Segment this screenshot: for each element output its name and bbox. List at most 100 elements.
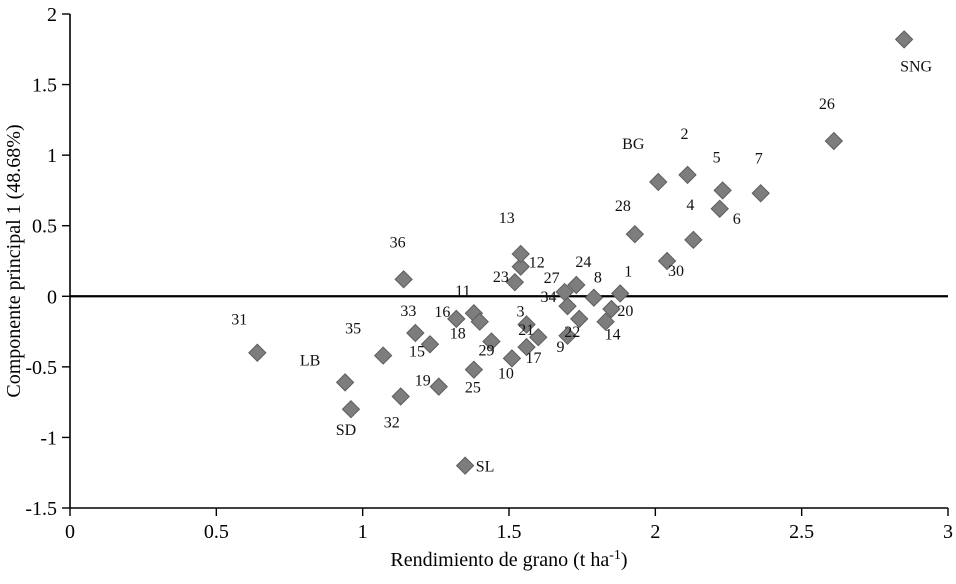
x-axis-tick-label: 0.5 [204,521,229,543]
data-point-label: 21 [518,322,534,339]
data-point-label: 24 [575,254,591,271]
y-axis-tick-label: 1 [47,145,57,167]
y-axis-tick-label: 0.5 [32,216,57,238]
data-point-marker [596,312,615,331]
data-point-label: 17 [526,350,542,367]
data-point-marker [373,346,393,365]
data-point-marker [649,172,668,192]
data-point-label: 36 [390,234,406,251]
data-point-marker [248,343,267,362]
y-axis-tick-label: 0 [47,286,57,308]
data-point-marker [341,399,361,419]
x-axis-title-close: ) [621,549,628,571]
data-point-marker [684,230,703,250]
data-point-marker [391,387,410,406]
data-point-marker [455,456,475,475]
data-point-marker [611,284,630,303]
data-point-label: 28 [615,198,631,215]
data-point-marker [406,323,425,343]
data-point-label: 20 [617,303,633,320]
data-point-label: 1 [624,263,632,280]
data-point-label: 13 [499,210,515,227]
data-point-label: 12 [529,255,545,272]
x-axis-title-main: Rendimiento de grano (t ha [390,549,609,571]
data-point-label: 27 [544,270,560,287]
data-point-marker [751,184,770,203]
x-axis-tick-label: 2.5 [789,521,814,543]
y-axis-tick-label: -1 [40,427,57,449]
data-point-marker [505,272,525,292]
y-axis-tick-label: 1.5 [32,75,57,97]
data-point-label: 30 [668,263,684,280]
y-axis-tick-label: 2 [47,4,57,26]
data-point-label: 5 [713,149,721,166]
data-point-label: 8 [594,270,602,287]
data-point-label: 34 [541,289,557,306]
data-point-label: 33 [400,303,416,320]
data-point-label: 4 [686,197,694,214]
data-point-label: 3 [517,304,525,321]
data-point-marker [502,349,522,368]
data-point-marker [584,288,604,307]
data-point-label: 22 [564,324,580,341]
data-point-label: 15 [409,343,425,360]
data-point-label: 16 [434,304,450,321]
axes: 0 0.5 1 1.5 2 2.5 321.510.50-0.5-1-1.5 [25,4,953,543]
data-point-label: 11 [455,283,470,300]
data-point-label: 2 [681,126,689,143]
data-point-marker [567,275,586,295]
data-point-marker [429,377,448,396]
data-point-label: LB [300,352,320,369]
data-point-marker [464,360,484,379]
y-axis-title: Componente principal 1 (48.68%) [3,124,25,397]
data-point-marker [529,328,548,347]
data-point-marker [517,315,536,334]
data-point-marker [511,257,530,276]
data-point-marker [511,244,530,264]
data-point-marker [625,224,645,244]
data-point-label: SNG [900,58,932,75]
data-point-marker [657,251,677,271]
data-point-marker [420,335,440,354]
data-point-label: 9 [557,339,565,356]
data-point-marker [602,299,621,319]
y-axis-tick-label: -0.5 [25,357,57,379]
data-point-label: 25 [465,380,481,397]
y-axis-tick-label: -1.5 [25,498,57,520]
data-point-marker [558,296,577,316]
data-point-label: 19 [415,373,431,390]
data-point-marker [335,373,355,392]
data-point-marker [824,131,844,151]
data-point-marker [713,181,732,200]
data-point-label: 32 [384,414,400,431]
data-point-marker [710,199,729,218]
data-point-label: 10 [498,365,514,382]
data-point-marker [517,337,536,357]
data-point-label: 18 [450,326,466,343]
data-point-label: 14 [605,327,621,344]
data-point-label: 26 [819,96,835,113]
x-axis-title-superscript: -1 [609,548,621,563]
data-point-marker [678,165,697,185]
x-axis-title: Rendimiento de grano (t ha-1) [390,548,627,571]
x-axis-tick-label: 1 [358,521,368,543]
data-point-marker [558,326,577,346]
data-point-marker [470,312,489,331]
x-axis-tick-label: 1.5 [497,521,522,543]
data-point-label: SL [476,459,495,476]
data-point-label: 6 [733,211,741,228]
data-point-marker [447,309,466,329]
x-axis-tick-label: 0 [65,521,75,543]
data-point-label: 29 [478,342,494,359]
data-point-marker [394,270,413,289]
x-axis-tick-label: 2 [650,521,660,543]
data-point-label: 7 [755,150,763,167]
x-axis-tick-label: 3 [943,521,953,543]
data-point-label: BG [622,136,645,153]
data-point-marker [894,30,914,49]
data-point-marker [482,332,501,351]
data-point-label: 35 [345,321,361,338]
